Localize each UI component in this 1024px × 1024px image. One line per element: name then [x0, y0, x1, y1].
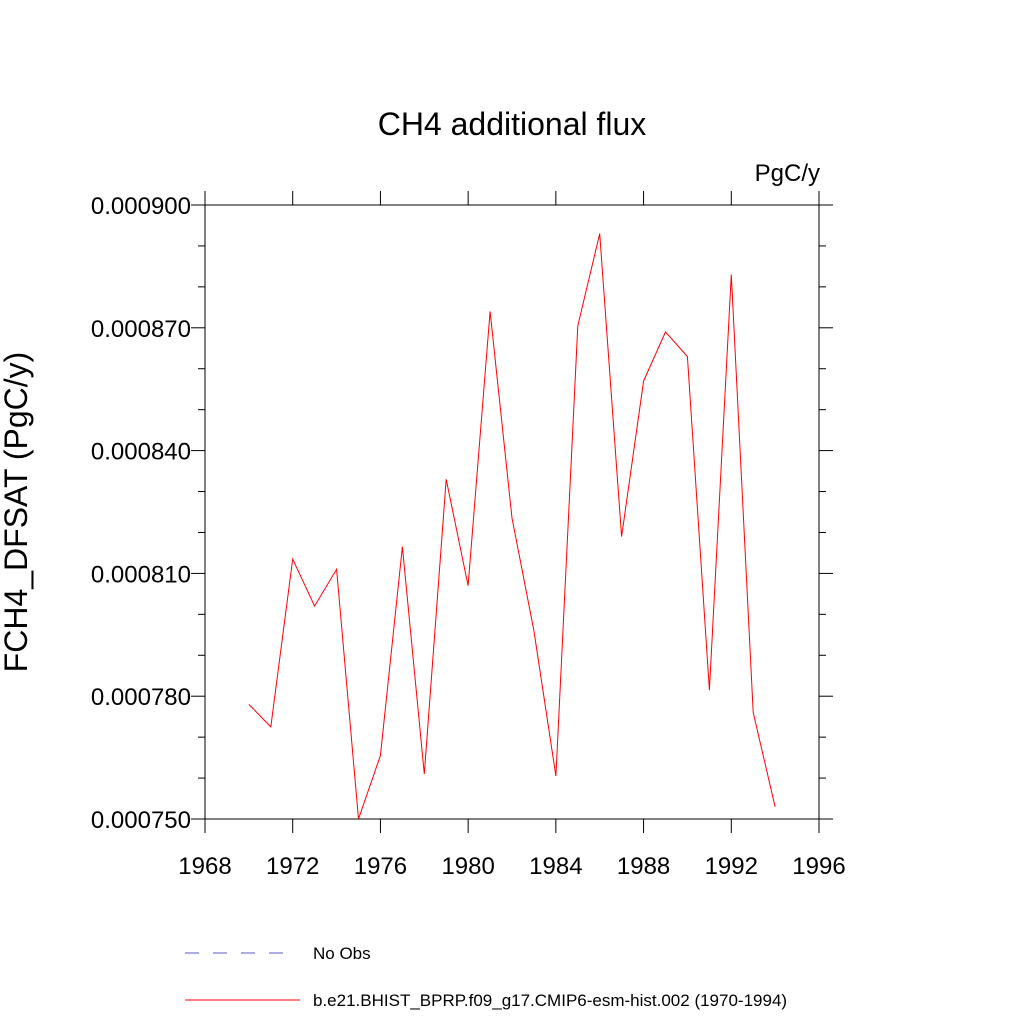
y-tick-label: 0.000900: [91, 193, 191, 220]
x-tick-label: 1972: [266, 853, 319, 880]
legend: No Obs b.e21.BHIST_BPRP.f09_g17.CMIP6-es…: [185, 944, 787, 1010]
x-tick-label: 1988: [617, 853, 670, 880]
x-axis-ticks: 1968 1972 1976 1980 1984 1988 1992 1996: [178, 191, 846, 880]
x-tick-label: 1984: [529, 853, 582, 880]
units-label: PgC/y: [755, 160, 820, 187]
legend-label-model: b.e21.BHIST_BPRP.f09_g17.CMIP6-esm-hist.…: [313, 991, 787, 1010]
x-tick-label: 1976: [354, 853, 407, 880]
x-tick-label: 1968: [178, 853, 231, 880]
y-axis-ticks: 0.000750 0.000780 0.000810 0.000840 0.000870…: [91, 193, 833, 834]
chart-title: CH4 additional flux: [378, 106, 647, 142]
plot-frame: [204, 204, 820, 820]
x-tick-label: 1996: [792, 853, 845, 880]
series-line-1: [248, 233, 776, 820]
y-tick-label: 0.000870: [91, 316, 191, 343]
series-group: [248, 233, 776, 820]
y-axis-label: FCH4_DFSAT (PgC/y): [0, 352, 34, 673]
y-tick-label: 0.000750: [91, 807, 191, 834]
x-tick-label: 1980: [441, 853, 494, 880]
y-tick-label: 0.000810: [91, 561, 191, 588]
x-tick-label: 1992: [705, 853, 758, 880]
y-tick-label: 0.000840: [91, 439, 191, 466]
legend-label-no-obs: No Obs: [313, 944, 371, 963]
y-tick-label: 0.000780: [91, 684, 191, 711]
